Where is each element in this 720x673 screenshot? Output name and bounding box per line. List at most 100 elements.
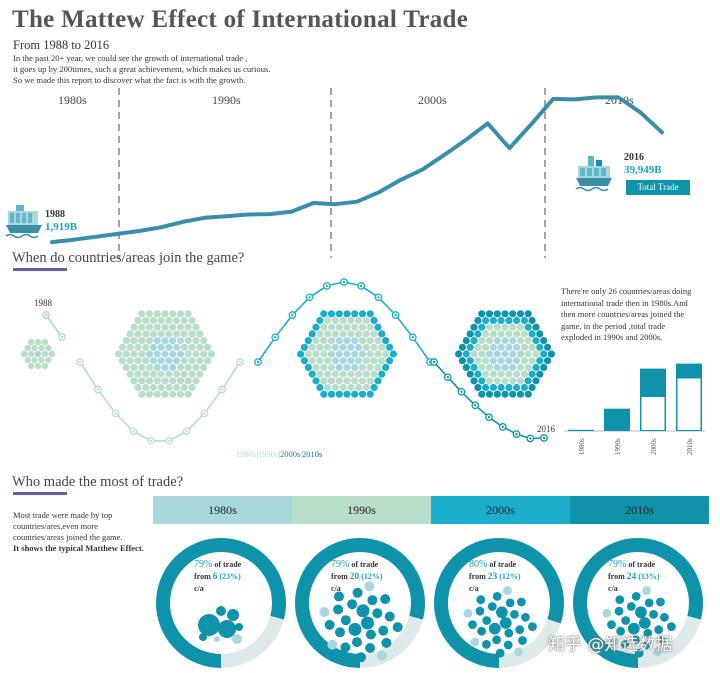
country-dot <box>470 363 478 371</box>
country-dot <box>370 370 378 378</box>
year-node-center <box>487 416 491 419</box>
country-dot <box>536 343 544 351</box>
join-wave <box>254 278 434 366</box>
country-bubble <box>376 650 387 661</box>
country-dot <box>378 330 386 338</box>
country-dot <box>196 357 204 365</box>
country-dot <box>362 343 370 351</box>
country-dot <box>34 362 42 370</box>
year-node-center <box>96 388 100 391</box>
country-dot <box>482 383 490 392</box>
decade-label-1980s: 1980s <box>58 93 87 107</box>
country-dot <box>180 383 188 392</box>
bar-inner-2000s <box>641 397 665 430</box>
country-dot <box>339 343 347 351</box>
country-dot <box>343 323 351 331</box>
decade-label-1990s: 1990s <box>212 93 241 107</box>
country-dot <box>458 343 466 351</box>
container-ship-icon <box>575 156 612 192</box>
country-dot <box>528 370 536 378</box>
country-dot <box>24 356 31 364</box>
country-bubble <box>463 608 473 618</box>
country-dot <box>524 363 532 371</box>
country-dot <box>173 370 181 378</box>
join-desc-line: international trade then in 1980s.And <box>561 297 688 308</box>
country-dot <box>149 370 157 378</box>
country-dot <box>351 390 359 398</box>
country-dot <box>524 323 532 331</box>
country-dot <box>327 337 336 345</box>
country-dot <box>188 357 196 365</box>
country-bubble <box>635 606 647 619</box>
band-2010s: 2010s <box>570 496 709 524</box>
country-dot <box>485 350 494 358</box>
country-dot <box>355 370 363 378</box>
country-dot <box>489 343 497 351</box>
country-dot <box>497 383 505 392</box>
country-dot <box>339 330 347 338</box>
decade-legend: 1980s|1990s|2000s|2010s <box>236 449 322 459</box>
country-dot <box>335 310 343 318</box>
country-dot <box>516 377 525 385</box>
country-dot <box>312 377 320 385</box>
country-dot <box>196 343 204 351</box>
country-bubble <box>227 609 239 621</box>
country-dot <box>497 357 505 365</box>
bar-inner-2010s <box>677 378 701 430</box>
year-node-center <box>460 390 463 393</box>
country-dot <box>520 330 529 338</box>
country-dot <box>153 310 161 318</box>
country-dot <box>358 323 367 331</box>
country-dot <box>331 383 339 392</box>
total-trade-badge: Total Trade <box>626 180 690 195</box>
country-dot <box>169 350 177 358</box>
country-dot <box>320 310 328 318</box>
country-bubble <box>365 629 376 640</box>
most-section-heading: Who made the most of trade? <box>12 474 184 490</box>
country-dot <box>324 343 332 351</box>
donut-2010s-text: 79% of trade from 24 (13%) c/a <box>608 559 660 595</box>
country-bubble <box>510 610 519 619</box>
country-dot <box>173 357 181 365</box>
country-dot <box>21 350 28 358</box>
join-wave <box>430 358 548 443</box>
watermark: 知乎 @知选数据 <box>548 635 673 655</box>
country-dot <box>115 350 123 358</box>
country-bubble <box>492 592 502 601</box>
year-node-center <box>377 296 380 299</box>
country-dot <box>478 337 486 345</box>
country-dot <box>482 370 490 378</box>
countries-bar-chart: 1980s 1990s 2000s 2010s <box>564 363 705 455</box>
country-dot <box>374 363 382 371</box>
country-dot <box>312 323 320 331</box>
country-dot <box>478 323 486 331</box>
country-dot <box>316 383 324 392</box>
donut-share: (12%) <box>361 572 383 581</box>
country-bubble <box>199 633 207 641</box>
country-dot <box>145 323 154 331</box>
country-bubble <box>642 586 651 595</box>
legend-separator: | <box>300 449 303 459</box>
country-dot <box>300 357 308 365</box>
year-node-center <box>274 336 277 339</box>
donut-1980s-text: 79% of trade from 6 (23%) c/a <box>194 559 241 595</box>
ship-icon <box>5 205 42 239</box>
country-dot <box>41 362 49 370</box>
year-node-center <box>360 284 363 288</box>
country-dot <box>474 316 482 325</box>
country-dot <box>347 316 355 325</box>
country-dot <box>176 323 185 331</box>
country-bubble <box>607 620 616 629</box>
country-dot <box>320 363 328 371</box>
country-dot <box>516 390 525 398</box>
country-dot <box>31 344 38 352</box>
country-dot <box>316 316 324 325</box>
country-bubble <box>361 616 374 630</box>
country-dot <box>362 383 370 392</box>
country-dot <box>505 343 513 351</box>
donut-from: from <box>469 572 486 581</box>
country-dot <box>482 343 490 351</box>
country-dot <box>31 356 38 364</box>
country-dot <box>130 337 138 345</box>
year-node-center <box>501 425 504 429</box>
